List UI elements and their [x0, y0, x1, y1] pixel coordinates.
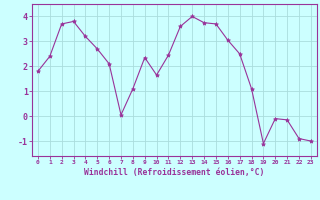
X-axis label: Windchill (Refroidissement éolien,°C): Windchill (Refroidissement éolien,°C)	[84, 168, 265, 177]
